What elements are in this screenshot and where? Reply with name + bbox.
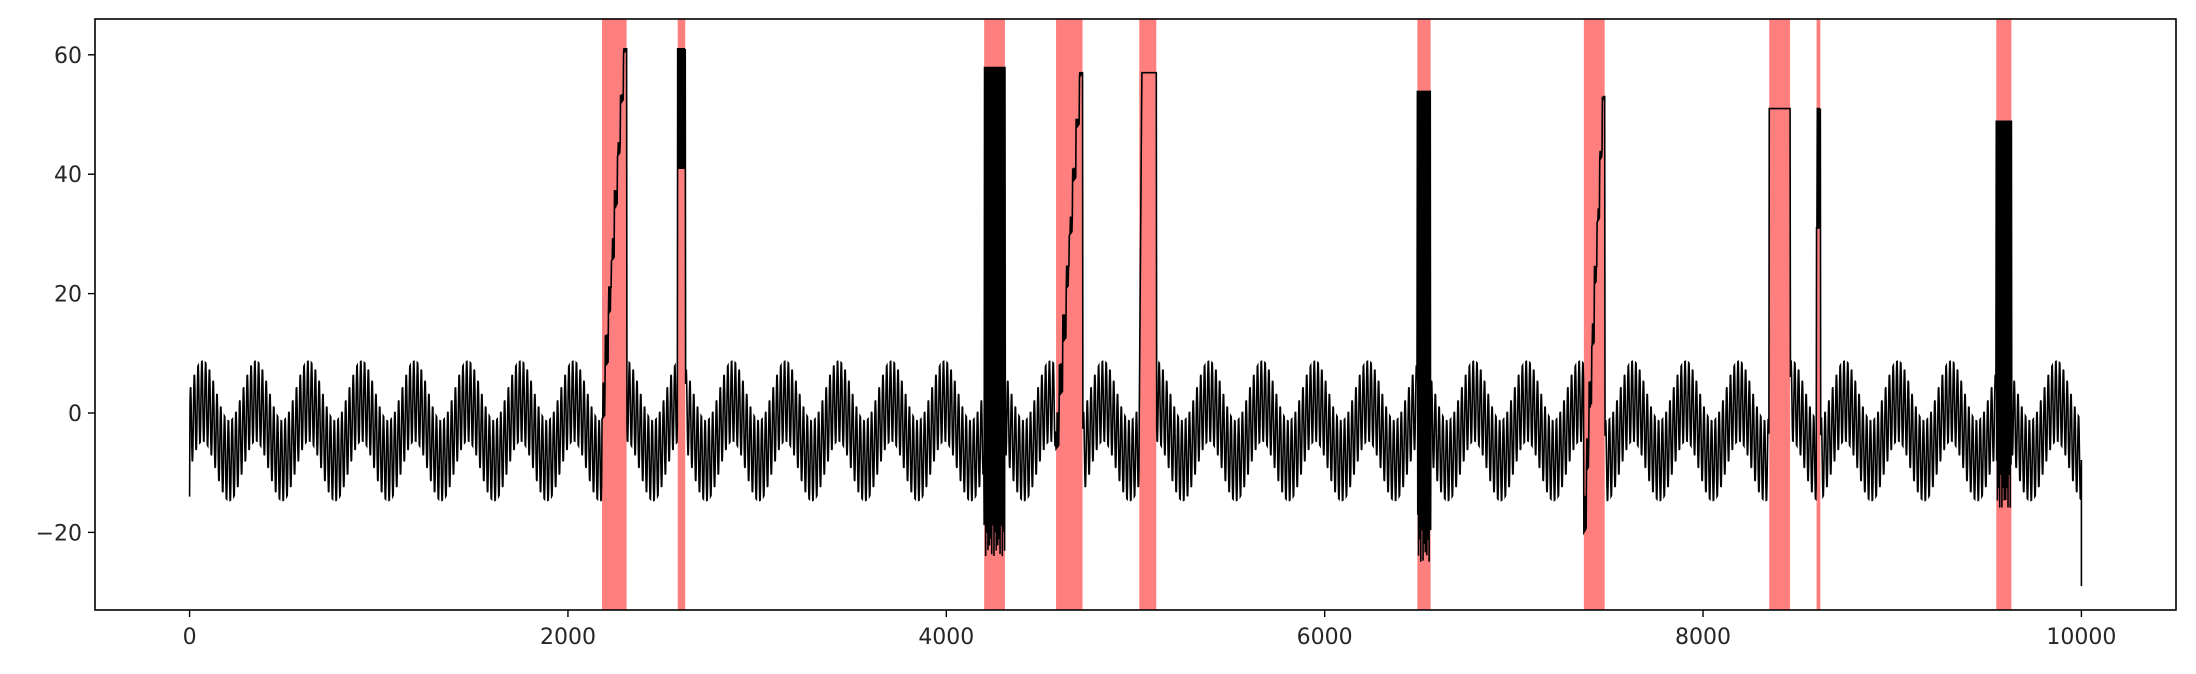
x-tick-label: 4000 (918, 625, 974, 650)
anomaly-band-4 (1056, 19, 1083, 610)
x-tick-label: 8000 (1675, 625, 1731, 650)
x-axis: 0 2000 4000 6000 8000 10000 (183, 610, 2116, 650)
x-tick-label: 0 (183, 625, 197, 650)
series-line (188, 48, 2083, 587)
anomaly-band-2 (677, 19, 686, 610)
x-tick-label: 10000 (2046, 625, 2116, 650)
x-tick-label: 2000 (540, 625, 596, 650)
anomaly-bands (602, 19, 2012, 610)
y-tick-label: 20 (54, 283, 82, 308)
y-tick-label: 60 (54, 44, 82, 69)
y-tick-label: −20 (36, 521, 82, 546)
anomaly-band-1 (602, 19, 627, 610)
y-tick-label: 40 (54, 163, 82, 188)
plot-frame (94, 18, 2177, 611)
anomaly-band-8 (1769, 19, 1791, 610)
anomaly-band-9 (1816, 19, 1821, 610)
y-tick-label: 0 (68, 402, 82, 427)
y-axis: −20 0 20 40 60 (36, 44, 95, 546)
x-tick-label: 6000 (1297, 625, 1353, 650)
series-lines (188, 48, 2083, 587)
anomaly-band-5 (1139, 19, 1157, 610)
